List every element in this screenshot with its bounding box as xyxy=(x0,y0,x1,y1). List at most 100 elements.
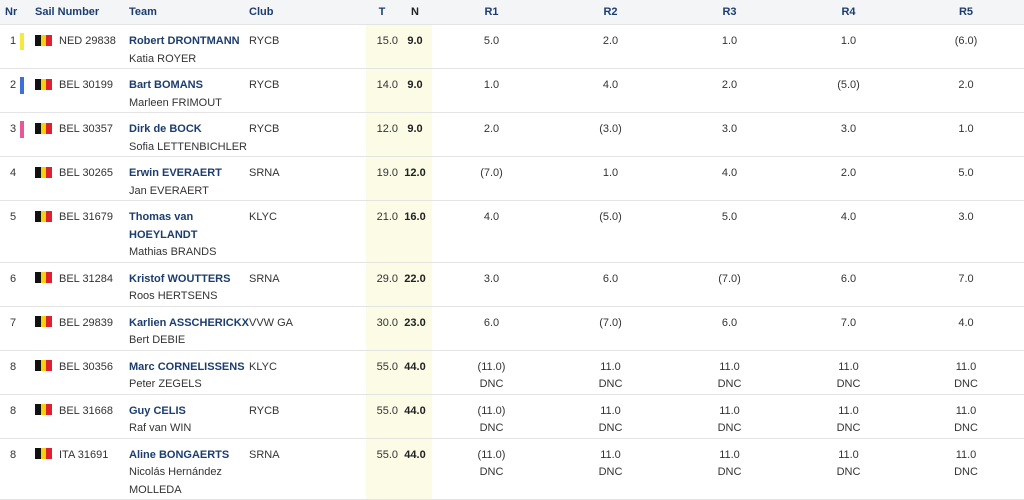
race-result-r1: (11.0) DNC xyxy=(432,350,551,395)
sail-number: BEL 30199 xyxy=(59,79,114,91)
helm-name[interactable]: Robert DRONTMANN xyxy=(129,35,240,47)
rank-cell: 5 xyxy=(0,200,21,263)
club-cell: SRNA xyxy=(249,156,366,201)
race-result-r3: 1.0 xyxy=(670,24,789,69)
club-cell: RYCB xyxy=(249,394,366,439)
race-code: DNC xyxy=(836,466,861,478)
race-result-r4: 7.0 xyxy=(789,306,908,351)
club-cell: KLYC xyxy=(249,200,366,263)
helm-name[interactable]: Dirk de BOCK xyxy=(129,123,202,135)
crew-name: Katia ROYER xyxy=(129,52,197,65)
helm-name[interactable]: Kristof WOUTTERS xyxy=(129,272,231,285)
header-r3[interactable]: R3 xyxy=(670,0,789,25)
helm-name[interactable]: Guy CELIS xyxy=(129,404,186,417)
total-points: 21.0 xyxy=(366,200,398,263)
yellow-marker xyxy=(20,33,24,50)
header-r1[interactable]: R1 xyxy=(432,0,551,25)
rank-cell: 2 xyxy=(0,68,21,113)
table-row[interactable]: 8 ITA 31691 Aline BONGAERTS Nicolás Hernánd… xyxy=(0,438,1024,500)
header-r4[interactable]: R4 xyxy=(789,0,908,25)
header-r5[interactable]: R5 xyxy=(908,0,1024,25)
helm-name[interactable]: Marc CORNELISSENS xyxy=(129,360,245,373)
race-score: 2.0 xyxy=(483,123,500,135)
header-team[interactable]: Team xyxy=(129,0,249,25)
race-result-r2: (7.0) xyxy=(551,306,670,351)
table-row[interactable]: 1 NED 29838 Robert DRONTMANN Katia ROYER RYC… xyxy=(0,24,1024,69)
team-cell: Robert DRONTMANN Katia ROYER xyxy=(129,24,249,69)
table-row[interactable]: 7 BEL 29839 Karlien ASSCHERICKX Bert DEBIE V… xyxy=(0,306,1024,351)
net-points: 22.0 xyxy=(398,262,432,307)
belgium-flag-icon xyxy=(35,448,52,460)
total-points: 14.0 xyxy=(366,68,398,113)
club-cell: KLYC xyxy=(249,350,366,395)
race-result-r2: 11.0 DNC xyxy=(551,438,670,500)
race-result-r2: (3.0) xyxy=(551,112,670,157)
table-row[interactable]: 8 BEL 31668 Guy CELIS Raf van WIN RYCB 55.0 44… xyxy=(0,394,1024,439)
race-score: 3.0 xyxy=(483,272,500,285)
race-score: (6.0) xyxy=(954,35,978,47)
crew-name: Peter ZEGELS xyxy=(129,378,202,390)
table-row[interactable]: 8 BEL 30356 Marc CORNELISSENS Peter ZEGELS K… xyxy=(0,350,1024,395)
race-score: 5.0 xyxy=(958,167,974,179)
race-score: 2.0 xyxy=(840,167,857,179)
sail-number-cell: BEL 30356 xyxy=(35,350,129,395)
race-score: 4.0 xyxy=(483,211,500,223)
total-points: 29.0 xyxy=(366,262,398,307)
race-result-r5: 3.0 xyxy=(908,200,1024,263)
race-result-r5: 4.0 xyxy=(908,306,1024,351)
header-total[interactable]: T xyxy=(366,0,398,25)
marker-cell xyxy=(21,306,35,351)
helm-name[interactable]: Karlien ASSCHERICKX xyxy=(129,316,250,329)
belgium-flag-icon xyxy=(35,166,52,178)
race-score: 1.0 xyxy=(602,167,619,179)
header-net[interactable]: N xyxy=(398,0,432,25)
helm-name[interactable]: Bart BOMANS xyxy=(129,79,203,91)
race-score: 11.0 xyxy=(719,360,740,373)
race-code: DNC xyxy=(954,466,978,478)
race-result-r1: 5.0 xyxy=(432,24,551,69)
race-score: 4.0 xyxy=(958,316,974,329)
team-cell: Bart BOMANS Marleen FRIMOUT xyxy=(129,68,249,113)
marker-cell xyxy=(21,438,35,500)
race-score: 5.0 xyxy=(483,35,500,47)
header-nr[interactable]: Nr xyxy=(0,0,21,25)
rank-cell: 4 xyxy=(0,156,21,201)
table-row[interactable]: 5 BEL 31679 Thomas van HOEYLANDT Mathias BR… xyxy=(0,200,1024,263)
sail-number: BEL 30265 xyxy=(59,167,114,179)
helm-name[interactable]: Erwin EVERAERT xyxy=(129,167,222,179)
marker-cell xyxy=(21,200,35,263)
belgium-flag-icon xyxy=(35,34,52,46)
sail-number-cell: BEL 30199 xyxy=(35,68,129,113)
race-score: 3.0 xyxy=(840,123,857,135)
header-r2[interactable]: R2 xyxy=(551,0,670,25)
race-score: 1.0 xyxy=(721,35,738,47)
race-code: DNC xyxy=(598,378,623,390)
race-result-r5: 2.0 xyxy=(908,68,1024,113)
race-result-r1: (11.0) DNC xyxy=(432,394,551,439)
race-result-r4: (5.0) xyxy=(789,68,908,113)
team-cell: Marc CORNELISSENS Peter ZEGELS xyxy=(129,350,249,395)
marker-cell xyxy=(20,112,35,157)
club-cell: SRNA xyxy=(249,262,366,307)
sail-number-cell: NED 29838 xyxy=(35,24,129,69)
table-row[interactable]: 4 BEL 30265 Erwin EVERAERT Jan EVERAERT SRNA… xyxy=(0,156,1024,201)
table-row[interactable]: 6 BEL 31284 Kristof WOUTTERS Roos HERTSENS S… xyxy=(0,262,1024,307)
header-sail-number[interactable]: Sail Number xyxy=(35,0,129,25)
race-result-r4: 4.0 xyxy=(789,200,908,263)
header-row: Nr Sail Number Team Club T N R1 R2 R3 R4… xyxy=(0,0,1024,25)
marker-cell xyxy=(21,262,35,307)
table-row[interactable]: 2 BEL 30199 Bart BOMANS Marleen FRIMOUT RYCB… xyxy=(0,68,1024,113)
helm-name[interactable]: Thomas van HOEYLANDT xyxy=(129,211,198,241)
table-row[interactable]: 3 BEL 30357 Dirk de BOCK Sofia LETTENBICHLE… xyxy=(0,112,1024,157)
race-code: DNC xyxy=(479,466,504,478)
sail-number-cell: BEL 29839 xyxy=(35,306,129,351)
header-club[interactable]: Club xyxy=(249,0,366,25)
team-cell: Erwin EVERAERT Jan EVERAERT xyxy=(129,156,249,201)
marker-cell xyxy=(21,156,35,201)
helm-name[interactable]: Aline BONGAERTS xyxy=(129,448,230,461)
race-score: (11.0) xyxy=(477,404,506,417)
race-score: 3.0 xyxy=(721,123,738,135)
race-result-r3: 2.0 xyxy=(670,68,789,113)
race-score: (7.0) xyxy=(480,167,503,179)
marker-cell xyxy=(20,68,35,113)
